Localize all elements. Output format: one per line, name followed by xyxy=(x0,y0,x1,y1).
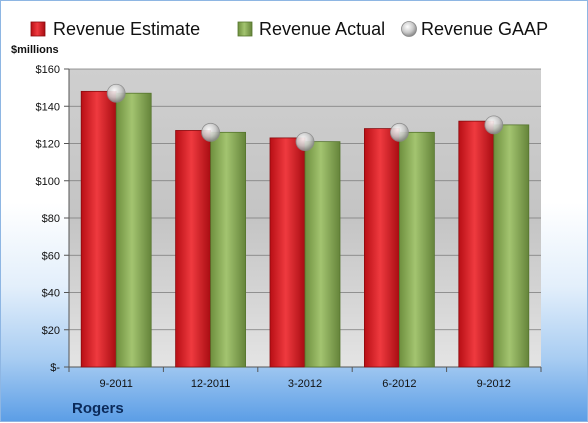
y-axis: $- $20 $40 $60 $80 $100 $120 $140 $160 xyxy=(36,64,70,374)
x-axis: 9-2011 12-2011 3-2012 6-2012 9-2012 xyxy=(68,366,542,390)
y-tick-label: $40 xyxy=(42,288,60,300)
x-tick-label: 3-2012 xyxy=(288,378,322,390)
y-tick-label: $60 xyxy=(42,250,60,262)
legend-item-actual: Revenue Actual xyxy=(237,19,385,39)
marker-revenue-gaap xyxy=(484,115,504,135)
y-tick-label: $140 xyxy=(36,101,60,113)
unit-label: $millions xyxy=(11,44,59,56)
bar-revenue-actual xyxy=(398,131,435,368)
y-tick-label: $80 xyxy=(42,213,60,225)
marker-revenue-gaap xyxy=(389,122,409,142)
company-label: Rogers xyxy=(72,400,124,417)
bar-revenue-estimate xyxy=(80,90,117,368)
marker-revenue-gaap xyxy=(201,122,221,142)
bar-revenue-estimate xyxy=(458,120,495,368)
y-tick-label: $20 xyxy=(42,325,60,337)
x-tick-label: 6-2012 xyxy=(382,378,416,390)
marker-revenue-gaap xyxy=(106,83,126,103)
marker-revenue-gaap xyxy=(295,132,315,152)
legend-swatch-estimate xyxy=(30,21,46,37)
legend-label-gaap: Revenue GAAP xyxy=(421,19,548,39)
legend-label-estimate: Revenue Estimate xyxy=(53,19,200,39)
bar-revenue-actual xyxy=(115,92,152,368)
bar-revenue-estimate xyxy=(363,128,400,368)
bar-revenue-actual xyxy=(493,124,530,368)
legend-label-actual: Revenue Actual xyxy=(259,19,385,39)
legend-swatch-actual xyxy=(237,21,253,37)
x-tick-label: 12-2011 xyxy=(191,378,231,390)
legend: Revenue Estimate Revenue Actual Revenue … xyxy=(30,19,548,39)
bar-revenue-actual xyxy=(210,131,247,368)
y-tick-label: $- xyxy=(50,362,60,374)
bar-revenue-actual xyxy=(304,141,341,368)
legend-item-gaap: Revenue GAAP xyxy=(401,19,548,39)
legend-swatch-gaap xyxy=(401,21,417,37)
y-tick-label: $160 xyxy=(36,64,60,76)
bar-revenue-estimate xyxy=(269,137,306,368)
bars xyxy=(80,90,530,368)
y-tick-label: $100 xyxy=(36,176,60,188)
legend-item-estimate: Revenue Estimate xyxy=(30,19,200,39)
y-tick-label: $120 xyxy=(36,139,60,151)
x-tick-label: 9-2012 xyxy=(477,378,511,390)
x-tick-label: 9-2011 xyxy=(99,378,132,390)
bar-revenue-estimate xyxy=(175,130,212,368)
gaap-markers xyxy=(106,83,504,152)
